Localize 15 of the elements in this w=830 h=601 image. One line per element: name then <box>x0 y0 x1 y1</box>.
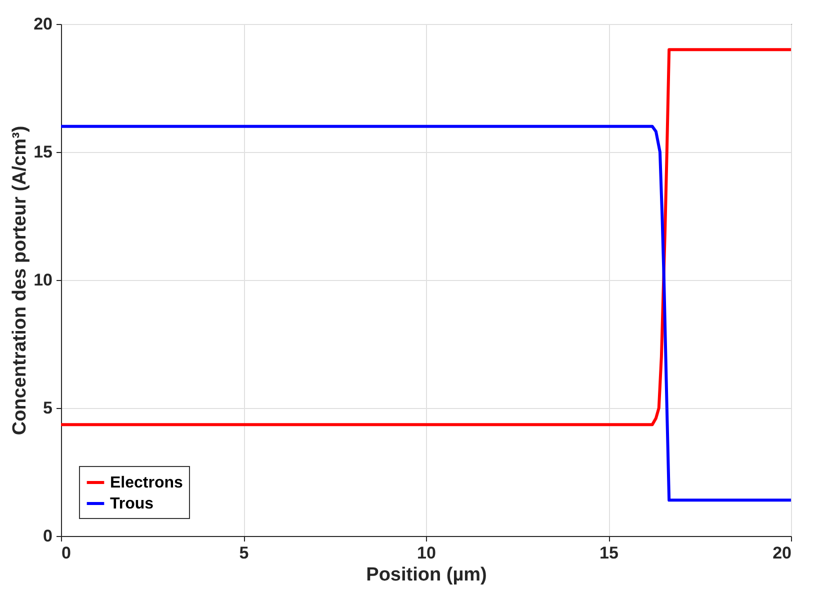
legend-label: Trous <box>110 496 154 512</box>
line-series <box>60 48 792 426</box>
y-tick-label: 10 <box>34 270 52 290</box>
y-tick-label: 0 <box>43 526 52 546</box>
x-tick-label: 0 <box>62 544 71 562</box>
y-tick-label: 15 <box>34 142 52 162</box>
legend-label: Electrons <box>110 474 184 492</box>
y-tick-label: 5 <box>43 398 52 418</box>
x-tick-label: 20 <box>772 544 792 562</box>
x-tick-label: 10 <box>417 544 436 562</box>
x-axis-title: Position (µm) <box>366 564 487 586</box>
y-tick-label: 20 <box>34 14 52 34</box>
x-tick-label: 5 <box>239 544 249 562</box>
x-tick-label: 15 <box>600 544 618 562</box>
y-axis-title: Concentration des porteur (A/cm³) <box>10 126 31 436</box>
